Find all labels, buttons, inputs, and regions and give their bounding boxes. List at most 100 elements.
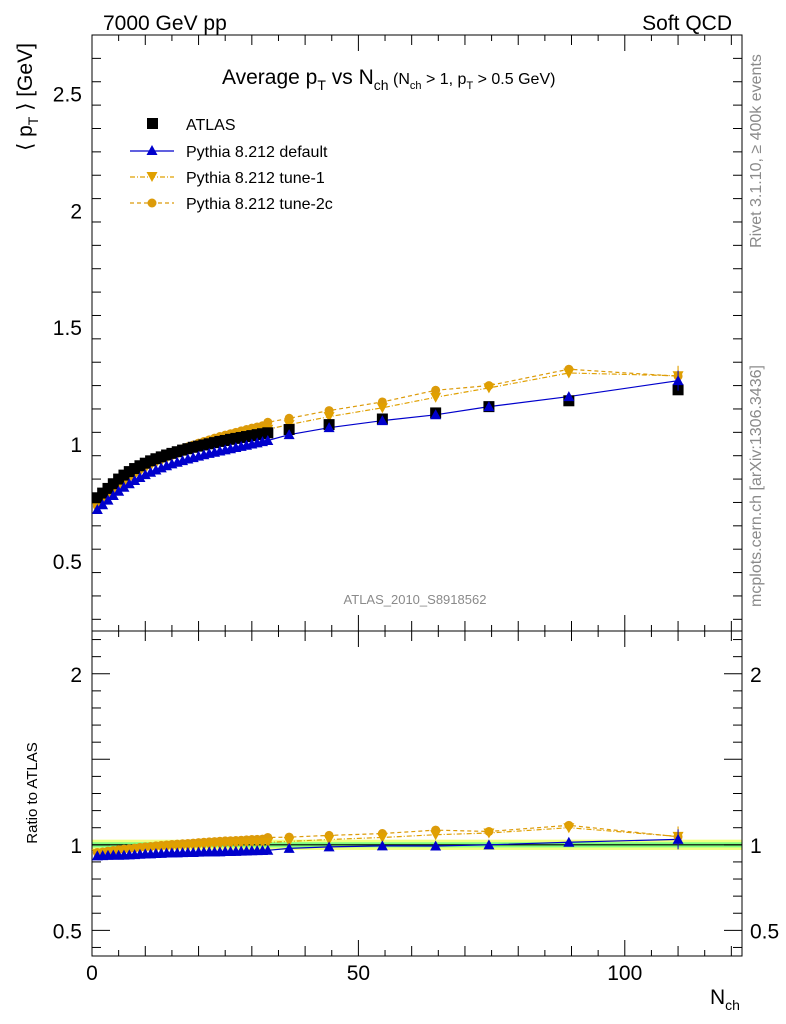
ratio-point-pythia-8-212-default	[262, 844, 274, 855]
main-point-pythia-8-212-default	[118, 481, 130, 492]
ratio-y-tick-label-right: 0.5	[750, 920, 779, 943]
ratio-point-pythia-8-212-tune-1	[376, 832, 388, 843]
x-tick-label: 50	[347, 962, 370, 985]
legend-atlas-marker	[147, 118, 158, 129]
ylabel-sub: T	[25, 116, 41, 125]
legend-default-marker	[146, 145, 158, 155]
x-tick-label: 100	[607, 962, 642, 985]
main-point-pythia-8-212-default	[107, 489, 119, 500]
chart-title: Average pT vs Nch (Nch > 1, pT > 0.5 GeV…	[222, 66, 555, 93]
legend-tune1-marker	[146, 172, 158, 182]
main-point-pythia-8-212-default	[563, 391, 575, 402]
main-point-pythia-8-212-default	[134, 471, 146, 482]
ratio-line-pythia-8-212-tune-2c	[97, 824, 679, 854]
title-cut-mid: > 1, p	[422, 71, 467, 88]
main-point-pythia-8-212-default	[323, 422, 335, 433]
xlabel-sub: ch	[725, 997, 740, 1013]
ratio-frame	[91, 630, 743, 957]
ratio-point-pythia-8-212-default	[430, 840, 442, 851]
ratio-y-tick-label: 2	[70, 664, 82, 687]
ratio-y-tick-labels: 0.5 0.5 1 1 2 2	[53, 664, 779, 944]
legend-atlas-label: ATLAS	[186, 117, 236, 134]
main-y-axis-label: ⟨ pT ⟩ [GeV]	[14, 43, 41, 151]
legend-default-label: Pythia 8.212 default	[186, 144, 328, 161]
main-point-pythia-8-212-tune-1	[563, 368, 575, 379]
main-point-pythia-8-212-default	[283, 429, 295, 440]
main-point-pythia-8-212-tune-1	[483, 383, 495, 394]
header-process-label: Soft QCD	[642, 12, 732, 35]
main-series-lines	[96, 368, 679, 510]
main-point-pythia-8-212-default	[91, 503, 103, 514]
ratio-y-axis-label: Ratio to ATLAS	[24, 742, 41, 843]
title-main-sub: T	[317, 77, 326, 93]
title-vs-sub: ch	[374, 77, 389, 93]
main-point-pythia-8-212-default	[430, 409, 442, 420]
main-axis-ticks	[91, 34, 742, 631]
title-cut-sub2: T	[466, 80, 473, 92]
legend-tune1-label: Pythia 8.212 tune-1	[186, 170, 325, 187]
ratio-point-pythia-8-212-tune-1	[563, 823, 575, 834]
main-y-tick-label: 1.5	[53, 317, 82, 340]
main-point-pythia-8-212-tune-1	[323, 412, 335, 423]
rivet-label: Rivet 3.1.10, ≥ 400k events	[748, 54, 765, 248]
main-point-pythia-8-212-default	[113, 485, 125, 496]
main-line-pythia-8-212-tune-2c	[96, 368, 679, 507]
main-point-pythia-8-212-default	[672, 375, 684, 386]
title-cut-sub1: ch	[410, 80, 422, 92]
ratio-series-points	[91, 820, 684, 861]
xlabel-main: N	[710, 986, 725, 1009]
ratio-point-pythia-8-212-default	[563, 836, 575, 847]
legend: ATLAS Pythia 8.212 default Pythia 8.212 …	[130, 117, 333, 213]
main-point-pythia-8-212-default	[376, 415, 388, 426]
ratio-y-tick-label: 1	[70, 835, 82, 858]
ratio-point-pythia-8-212-tune-1	[483, 828, 495, 839]
ratio-point-pythia-8-212-tune-1	[430, 830, 442, 841]
main-point-pythia-8-212-default	[129, 474, 141, 485]
main-point-pythia-8-212-default	[262, 435, 274, 446]
ylabel-end: ⟩ [GeV]	[14, 43, 37, 117]
ratio-point-pythia-8-212-tune-1	[323, 835, 335, 846]
ratio-y-tick-label: 0.5	[53, 920, 82, 943]
ratio-point-pythia-8-212-default	[283, 842, 295, 853]
ratio-point-pythia-8-212-default	[323, 841, 335, 852]
main-point-pythia-8-212-default	[97, 499, 109, 510]
main-point-pythia-8-212-default	[483, 401, 495, 412]
title-cut-end: > 0.5 GeV)	[473, 71, 555, 88]
ratio-panel: 0.5 0.5 1 1 2 2 0 50 100 Ratio to ATLAS Nch	[24, 630, 779, 1013]
x-tick-labels: 0 50 100	[86, 962, 642, 985]
x-axis-label: Nch	[710, 986, 740, 1013]
main-point-pythia-8-212-tune-1	[376, 403, 388, 414]
analysis-label: ATLAS_2010_S8918562	[344, 592, 487, 607]
main-point-pythia-8-212-default	[123, 478, 135, 489]
ratio-point-pythia-8-212-tune-1	[262, 837, 274, 848]
main-series-points	[91, 364, 684, 514]
main-point-pythia-8-212-tune-2c	[431, 385, 441, 395]
x-tick-label: 0	[86, 962, 98, 985]
ylabel-main: ⟨ p	[14, 125, 37, 151]
main-point-pythia-8-212-tune-1	[430, 392, 442, 403]
ratio-point-pythia-8-212-default	[376, 840, 388, 851]
main-panel: 0.511.522.5 Average pT vs Nch (Nch > 1, …	[14, 34, 743, 632]
title-cut: (N	[389, 71, 410, 88]
title-main: Average p	[222, 66, 317, 89]
main-y-tick-label: 1	[70, 434, 82, 457]
main-point-pythia-8-212-default	[102, 494, 114, 505]
main-y-tick-label: 2	[70, 200, 82, 223]
main-point-atlas	[262, 427, 274, 439]
legend-tune2c-label: Pythia 8.212 tune-2c	[186, 196, 333, 213]
ratio-point-pythia-8-212-default	[672, 833, 684, 844]
main-point-pythia-8-212-tune-2c	[263, 417, 273, 427]
ratio-point-pythia-8-212-default	[483, 839, 495, 850]
main-y-tick-labels: 0.5 1 1.5 2 2.5	[53, 83, 82, 573]
main-y-tick-label: 0.5	[53, 551, 82, 574]
ratio-y-tick-label-right: 1	[750, 835, 762, 858]
mcplots-label: mcplots.cern.ch [arXiv:1306.3436]	[748, 365, 765, 607]
legend-tune2c-marker	[147, 198, 157, 208]
ratio-point-pythia-8-212-tune-1	[283, 836, 295, 847]
ratio-axis-ticks	[91, 631, 742, 956]
main-y-tick-label: 2.5	[53, 83, 82, 106]
header-energy-label: 7000 GeV pp	[103, 12, 227, 35]
ratio-y-tick-label-right: 2	[750, 664, 762, 687]
title-vs: vs N	[326, 66, 374, 89]
